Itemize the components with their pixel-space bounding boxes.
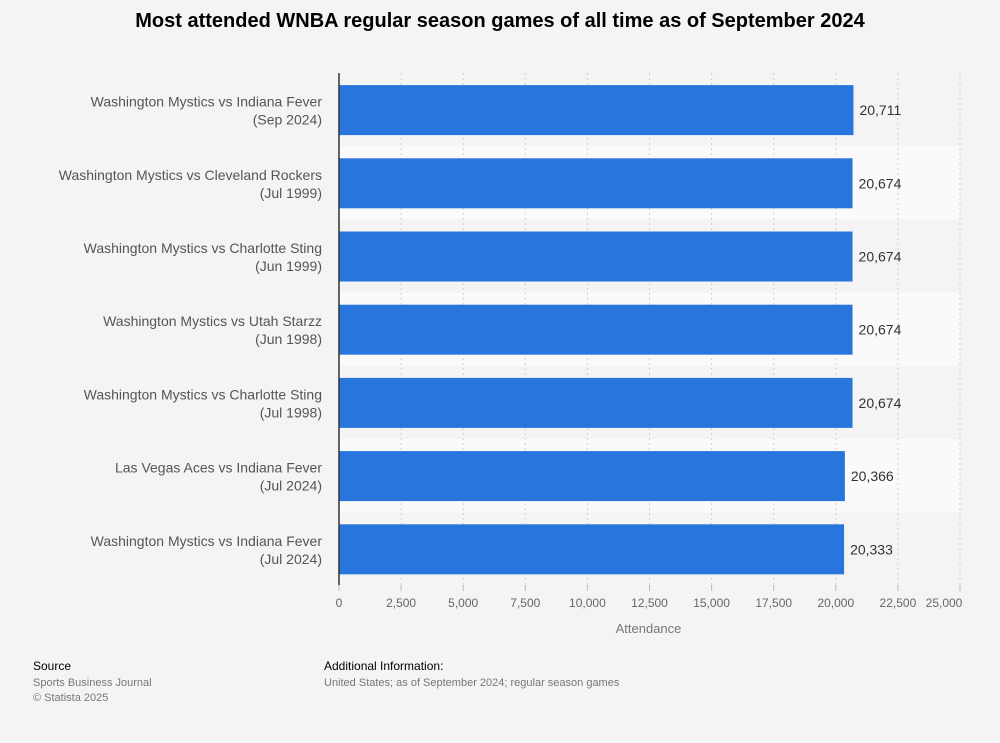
source-heading: Source [33, 659, 72, 673]
x-tick-label: 0 [336, 596, 343, 610]
x-tick-label: 10,000 [569, 596, 606, 610]
chart-title: Most attended WNBA regular season games … [135, 10, 865, 32]
bar [339, 231, 853, 282]
x-tick-label: 17,500 [755, 596, 792, 610]
category-label: (Jul 1999) [260, 185, 322, 201]
bar [339, 524, 845, 575]
x-tick-label: 22,500 [880, 596, 917, 610]
bar [339, 158, 853, 209]
source-line: Sports Business Journal [33, 677, 152, 689]
value-label: 20,674 [859, 175, 902, 191]
category-label: (Jul 2024) [260, 551, 322, 567]
category-label: Washington Mystics vs Charlotte Sting [84, 240, 322, 256]
copyright-line[interactable]: © Statista 2025 [33, 692, 109, 704]
value-label: 20,711 [859, 102, 901, 118]
x-axis-title: Attendance [616, 621, 682, 636]
x-tick-label: 20,000 [817, 596, 854, 610]
bar-chart: 20,711 Washington Mystics vs Indiana Feve… [59, 73, 963, 636]
bar [339, 304, 853, 355]
category-label: Washington Mystics vs Cleveland Rockers [59, 167, 322, 183]
x-tick-label: 12,500 [631, 596, 668, 610]
additional-info-heading: Additional Information: [324, 659, 444, 673]
value-label: 20,674 [859, 395, 902, 411]
category-label: (Sep 2024) [253, 112, 322, 128]
bar [339, 85, 854, 136]
source-block: Source Sports Business Journal © Statist… [33, 659, 152, 706]
value-label: 20,674 [859, 322, 902, 338]
value-label: 20,333 [850, 541, 893, 557]
category-label: Las Vegas Aces vs Indiana Fever [115, 460, 322, 476]
x-tick-label: 15,000 [693, 596, 730, 610]
category-label: (Jul 1998) [260, 404, 322, 420]
category-label: (Jul 2024) [260, 478, 322, 494]
category-label: (Jun 1999) [255, 258, 322, 274]
x-tick-label: 7,500 [510, 596, 540, 610]
category-label: Washington Mystics vs Utah Starzz [103, 313, 322, 329]
category-label: (Jun 1998) [255, 331, 322, 347]
x-tick-label: 2,500 [386, 596, 416, 610]
value-label: 20,366 [851, 468, 894, 484]
additional-info-block: Additional Information: United States; a… [324, 659, 619, 691]
category-label: Washington Mystics vs Indiana Fever [91, 94, 323, 110]
bar [339, 451, 845, 502]
x-tick-label: 5,000 [448, 596, 478, 610]
category-label: Washington Mystics vs Indiana Fever [91, 533, 323, 549]
value-label: 20,674 [859, 249, 902, 265]
category-label: Washington Mystics vs Charlotte Sting [84, 386, 322, 402]
bar [339, 377, 853, 428]
additional-info-line: United States; as of September 2024; reg… [324, 677, 620, 689]
x-tick-label: 25,000 [926, 596, 963, 610]
